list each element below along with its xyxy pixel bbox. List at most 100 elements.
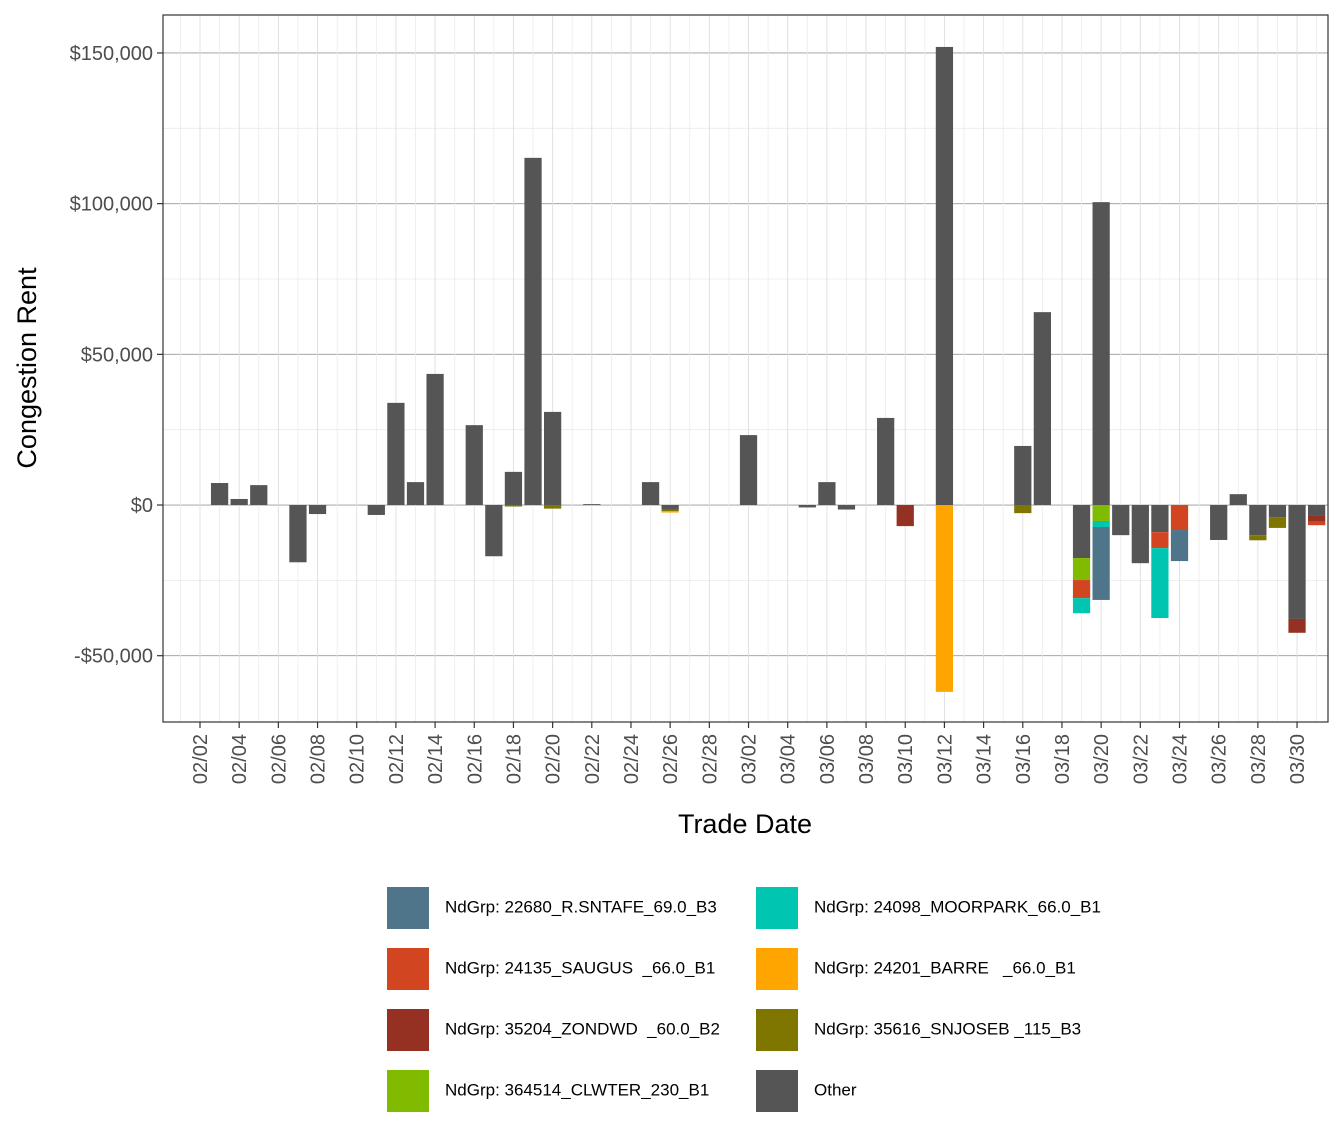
legend-key <box>756 1070 798 1112</box>
x-tick-label: 03/30 <box>1287 734 1309 784</box>
bar <box>210 483 229 506</box>
bar <box>1014 505 1032 514</box>
bar <box>250 485 268 506</box>
bar <box>583 504 601 506</box>
bar <box>1229 494 1247 506</box>
y-tick-label: $100,000 <box>70 194 153 216</box>
bar <box>1092 505 1110 521</box>
bar <box>1249 535 1267 541</box>
bar <box>1268 505 1287 518</box>
legend-label: NdGrp: 364514_CLWTER_230_B1 <box>445 1080 709 1099</box>
bar <box>837 505 856 510</box>
bar <box>1210 505 1228 540</box>
bar <box>544 411 562 506</box>
x-tick-label: 02/26 <box>660 734 682 784</box>
bar <box>798 505 816 508</box>
bar <box>739 435 758 506</box>
x-tick-label: 03/08 <box>856 734 878 784</box>
bar <box>1072 558 1091 581</box>
bar <box>641 482 660 506</box>
legend-label: NdGrp: 35204_ZONDWD _60.0_B2 <box>445 1019 720 1038</box>
x-tick-label: 03/22 <box>1130 734 1152 784</box>
legend-label: NdGrp: 24201_BARRE _66.0_B1 <box>814 958 1076 977</box>
x-tick-label: 03/16 <box>1013 734 1035 784</box>
x-tick-label: 03/18 <box>1052 734 1074 784</box>
x-tick-label: 02/14 <box>425 734 447 784</box>
bar <box>524 157 542 506</box>
x-tick-label: 03/12 <box>934 734 956 784</box>
bar <box>1249 505 1267 536</box>
y-tick-label: $50,000 <box>81 344 153 366</box>
x-tick-label: 02/18 <box>503 734 525 784</box>
legend-key <box>756 1009 798 1051</box>
bar <box>877 417 895 506</box>
legend-label: NdGrp: 24098_MOORPARK_66.0_B1 <box>814 897 1101 916</box>
bar <box>661 509 679 512</box>
bar <box>661 505 679 510</box>
bar <box>387 402 405 506</box>
y-tick-label: -$50,000 <box>74 646 153 668</box>
x-tick-label: 03/24 <box>1170 734 1192 784</box>
bar <box>935 46 954 506</box>
legend-key <box>387 948 429 990</box>
legend-label: Other <box>814 1080 857 1099</box>
bar <box>1288 618 1306 633</box>
bar <box>1170 530 1189 562</box>
bar <box>1288 505 1306 619</box>
x-tick-label: 03/06 <box>817 734 839 784</box>
bar <box>1072 598 1091 614</box>
x-tick-label: 02/24 <box>621 734 643 784</box>
x-tick-label: 02/06 <box>268 734 290 784</box>
bar <box>485 505 503 557</box>
bar <box>1092 202 1110 506</box>
bar <box>1092 527 1110 600</box>
x-axis-title: Trade Date <box>678 809 812 839</box>
x-tick-label: 02/02 <box>190 734 212 784</box>
x-tick-label: 03/14 <box>974 734 996 784</box>
panel-border <box>162 14 1329 723</box>
x-tick-label: 02/28 <box>699 734 721 784</box>
x-tick-label: 03/10 <box>895 734 917 784</box>
legend-key <box>756 887 798 929</box>
bar <box>1308 515 1326 522</box>
bar <box>1151 548 1169 619</box>
bar <box>1014 445 1032 506</box>
bar <box>1131 505 1149 564</box>
bar <box>1033 312 1051 506</box>
bar <box>504 471 523 506</box>
bar <box>1170 505 1189 531</box>
legend-label: NdGrp: 24135_SAUGUS _66.0_B1 <box>445 958 715 977</box>
legend-label: NdGrp: 22680_R.SNTAFE_69.0_B3 <box>445 897 717 916</box>
bar <box>367 505 385 515</box>
bar <box>289 505 307 563</box>
x-tick-label: 02/22 <box>582 734 604 784</box>
bar <box>406 482 425 506</box>
x-tick-label: 03/02 <box>739 734 761 784</box>
x-tick-label: 02/12 <box>386 734 408 784</box>
y-tick-label: $150,000 <box>70 43 153 65</box>
bar <box>1072 505 1091 559</box>
legend-key <box>387 1009 429 1051</box>
y-axis-title: Congestion Rent <box>12 267 42 469</box>
bar <box>465 425 483 506</box>
bar <box>544 505 562 509</box>
bar <box>1308 505 1326 516</box>
legend-key <box>756 948 798 990</box>
bar <box>935 505 954 692</box>
x-tick-label: 02/20 <box>543 734 565 784</box>
bar <box>818 482 836 506</box>
legend-label: NdGrp: 35616_SNJOSEB _115_B3 <box>814 1019 1081 1038</box>
y-tick-label: $0 <box>131 495 153 517</box>
bar <box>1268 517 1287 528</box>
bar <box>896 505 914 527</box>
x-tick-label: 02/04 <box>229 734 251 784</box>
x-tick-label: 03/28 <box>1248 734 1270 784</box>
x-tick-label: 03/26 <box>1209 734 1231 784</box>
bar <box>1072 580 1091 599</box>
bar <box>1308 521 1326 526</box>
x-tick-label: 02/16 <box>464 734 486 784</box>
x-tick-label: 02/10 <box>347 734 369 784</box>
legend-key <box>387 1070 429 1112</box>
x-tick-label: 03/04 <box>778 734 800 784</box>
bar <box>1151 505 1169 533</box>
